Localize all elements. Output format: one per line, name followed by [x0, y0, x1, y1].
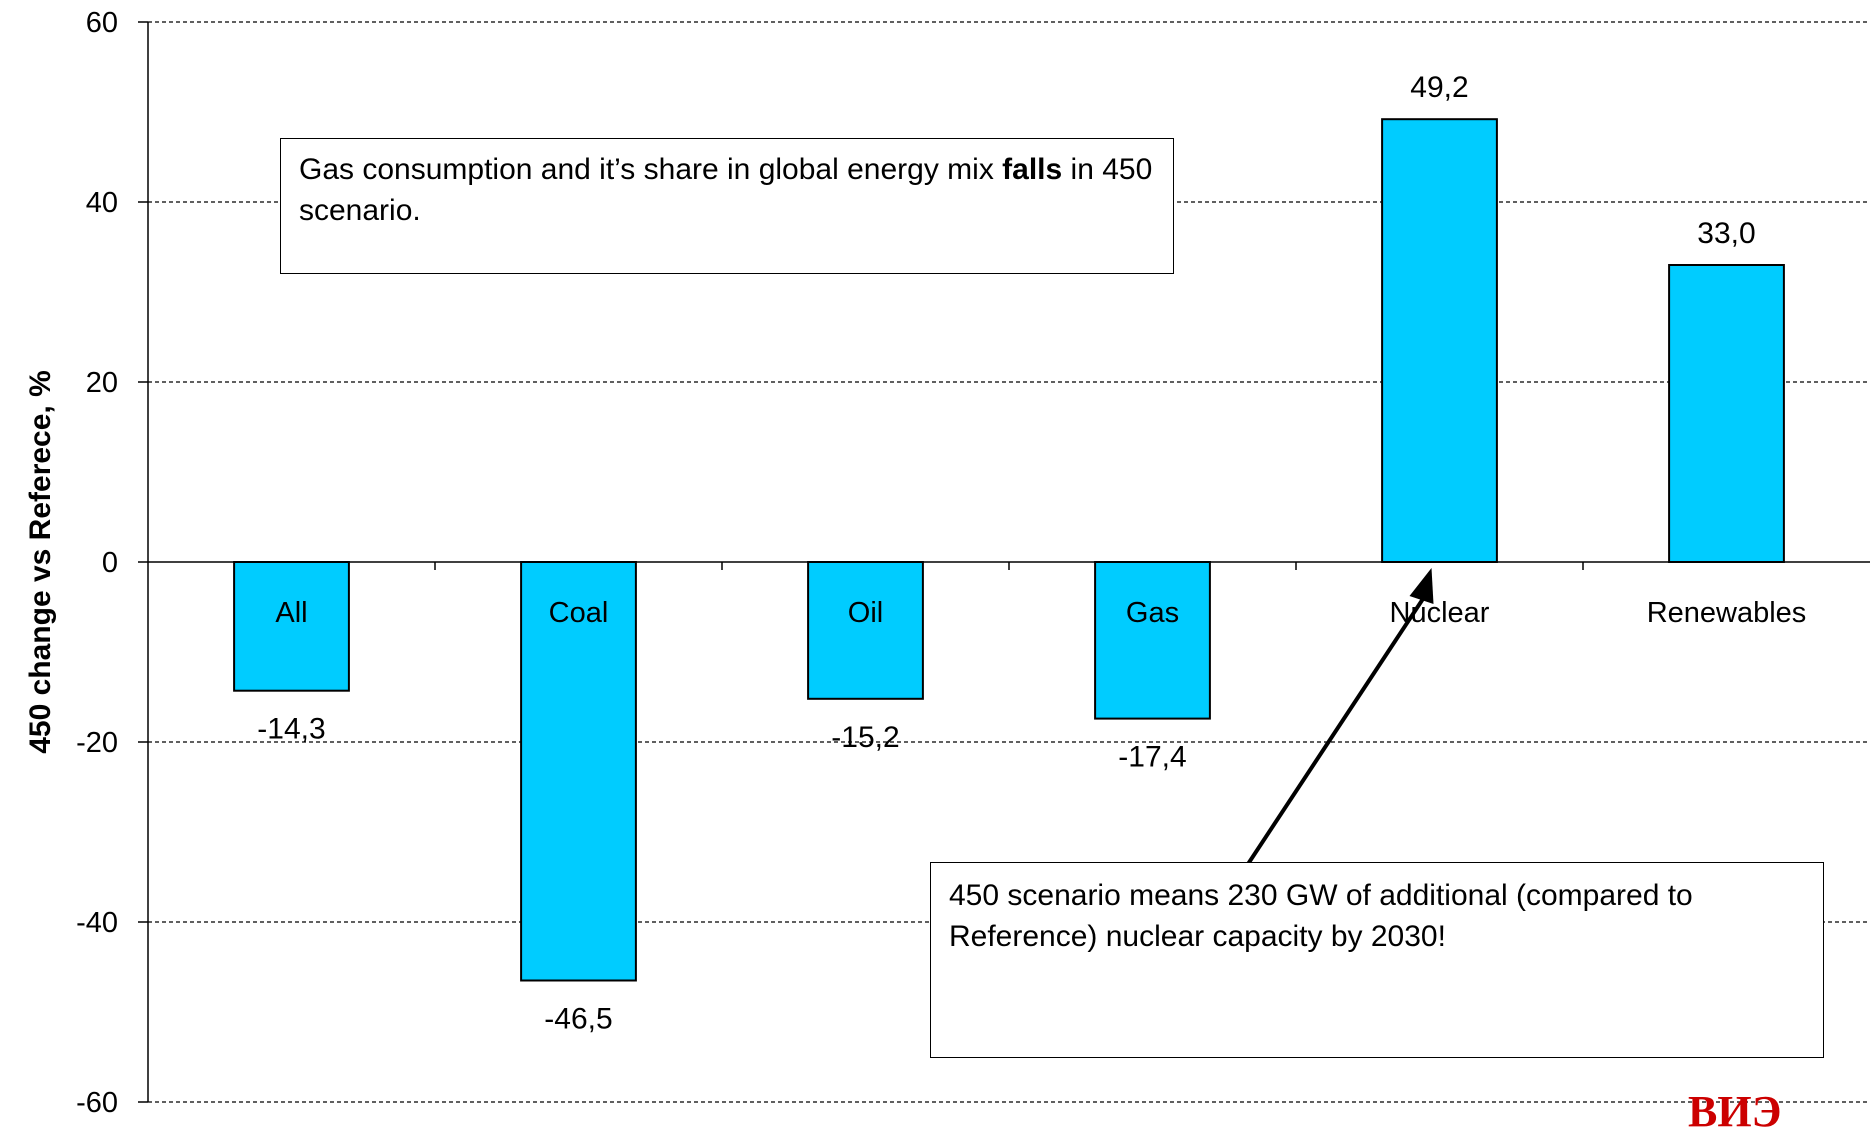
category-label: Gas: [1126, 597, 1179, 629]
bar: [1668, 264, 1785, 563]
category-label: Renewables: [1647, 597, 1807, 629]
y-tick-label: -40: [76, 907, 118, 939]
bar: [233, 561, 350, 692]
nuclear-annotation-text: 450 scenario means 230 GW of additional …: [949, 879, 1693, 953]
bar: [807, 561, 924, 700]
gas-annotation-text-before: Gas consumption and it’s share in global…: [299, 153, 1003, 186]
y-tick-label: -20: [76, 727, 118, 759]
gas-annotation-bold: falls: [1002, 153, 1063, 186]
y-axis-label: 450 change vs Referece, %: [24, 370, 57, 754]
data-label: -14,3: [257, 713, 325, 746]
watermark-logo: ВИЭ: [1688, 1087, 1782, 1136]
y-tick-label: 20: [86, 367, 118, 399]
data-label: 49,2: [1410, 71, 1468, 104]
data-label: 33,0: [1697, 217, 1755, 250]
y-tick-label: 0: [102, 547, 118, 579]
y-tick-label: 60: [86, 7, 118, 39]
bar: [520, 561, 637, 982]
gas-annotation-box: Gas consumption and it’s share in global…: [280, 138, 1174, 274]
nuclear-annotation-box: 450 scenario means 230 GW of additional …: [930, 862, 1824, 1058]
bar: [1094, 561, 1211, 720]
data-label: -15,2: [831, 721, 899, 754]
category-label: All: [275, 597, 307, 629]
arrow-line: [1246, 590, 1430, 866]
data-label: -46,5: [544, 1003, 612, 1036]
category-label: Oil: [848, 597, 883, 629]
bar: [1381, 118, 1498, 563]
gas-annotation-text-after: in 450 scenario.: [299, 153, 1153, 227]
arrow-head: [1409, 568, 1434, 604]
y-tick-label: 40: [86, 187, 118, 219]
category-label: Coal: [549, 597, 609, 629]
y-tick-label: -60: [76, 1087, 118, 1119]
data-label: -17,4: [1118, 741, 1186, 774]
